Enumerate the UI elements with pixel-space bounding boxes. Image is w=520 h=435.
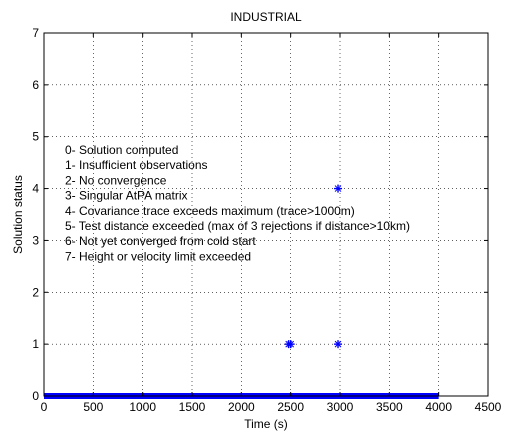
x-tick-label: 4000 — [425, 400, 452, 414]
x-tick-label: 2500 — [277, 400, 304, 414]
y-tick-label: 5 — [32, 130, 39, 144]
annotation-line: 0- Solution computed — [65, 143, 178, 157]
plot-frame — [43, 32, 489, 397]
data-point-stroke — [334, 185, 342, 192]
y-tick-label: 0 — [32, 389, 39, 403]
x-tick-label: 0 — [41, 400, 48, 414]
data-point-stroke — [287, 340, 295, 348]
data-point-stroke — [334, 340, 342, 348]
y-tick-label: 3 — [32, 233, 39, 247]
x-tick-label: 1000 — [129, 400, 156, 414]
y-tick-label: 4 — [32, 182, 39, 196]
y-tick-label: 2 — [32, 285, 39, 299]
data-point — [334, 340, 343, 349]
annotation-line: 7- Height or velocity limit exceeded — [65, 249, 251, 263]
x-tick-label: 4500 — [475, 400, 502, 414]
annotation-line: 5- Test distance exceeded (max of 3 reje… — [65, 219, 410, 233]
y-tick-label: 7 — [32, 26, 39, 40]
ticks: 0 500 1000 1500 2000 2500 3000 3500 4000 4500 0 1 2 3… — [32, 26, 501, 414]
data-point — [334, 184, 343, 193]
x-axis-label: Time (s) — [244, 417, 288, 431]
y-tick-label: 6 — [32, 78, 39, 92]
y-tick-label: 1 — [32, 337, 39, 351]
x-tick-label: 3500 — [376, 400, 403, 414]
x-tick-label: 1500 — [179, 400, 206, 414]
grid — [44, 33, 488, 396]
x-tick-label: 3000 — [327, 400, 354, 414]
chart-title: INDUSTRIAL — [230, 10, 302, 24]
annotation-line: 3- Singular AtPA matrix — [65, 189, 188, 203]
x-tick-label: 500 — [83, 400, 103, 414]
x-tick-label: 2000 — [228, 400, 255, 414]
annotation-line: 1- Insufficient observations — [65, 158, 208, 172]
annotation-line: 6- Not yet converged from cold start — [65, 234, 256, 248]
annotation-line: 2- No convergence — [65, 173, 167, 187]
annotation-line: 4- Covariance trace exceeds maximum (tra… — [65, 204, 355, 218]
y-axis-label: Solution status — [11, 175, 25, 254]
data-point — [286, 340, 295, 349]
